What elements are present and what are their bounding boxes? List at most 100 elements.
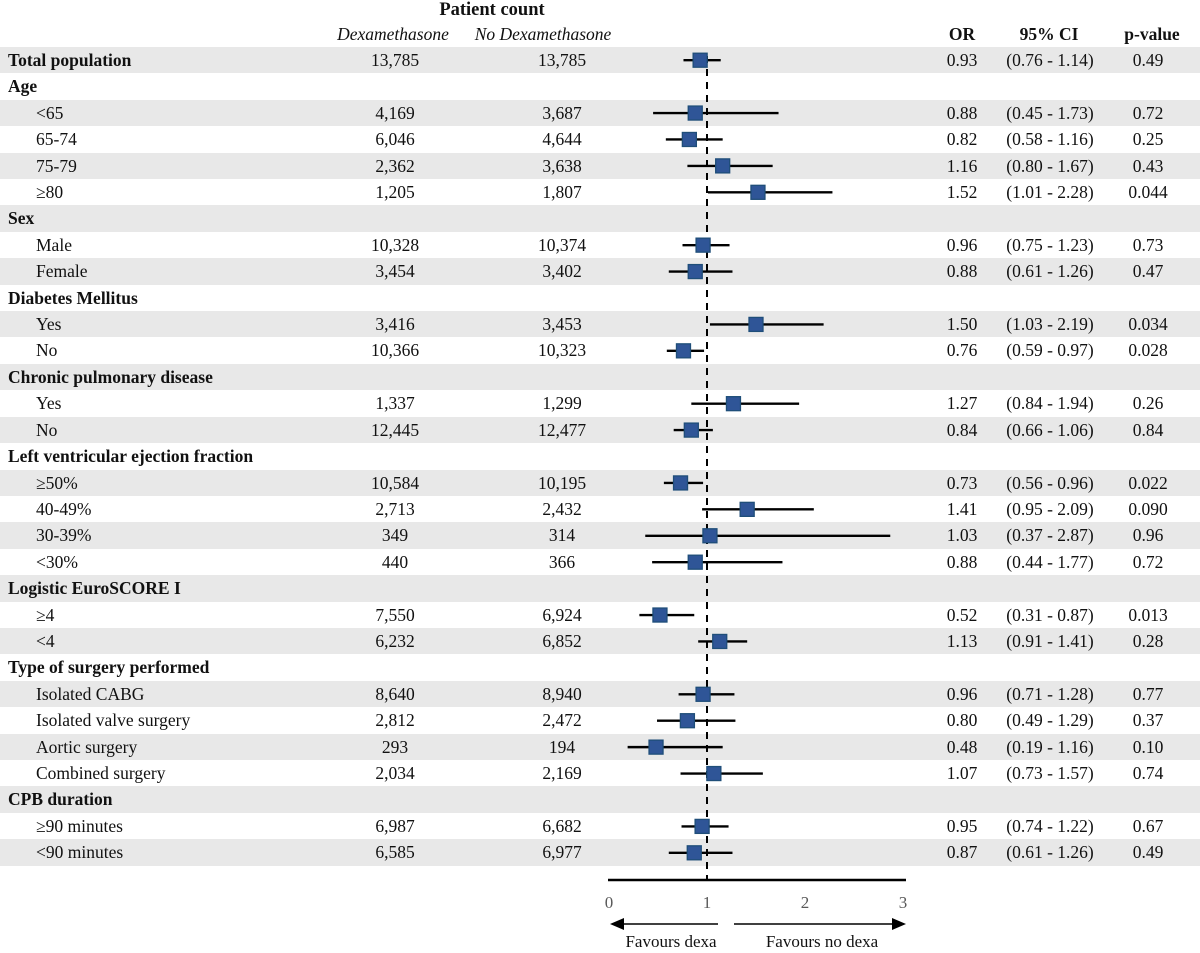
- nodexa-count: 10,374: [537, 234, 587, 255]
- row-label: <4: [36, 630, 55, 651]
- p-value: 0.72: [1132, 102, 1164, 123]
- subgroup-row: Yes 1,337 1,299 1.27 (0.84 - 1.94) 0.26: [0, 390, 1200, 416]
- dexa-count: 1,337: [375, 393, 415, 414]
- p-value: 0.28: [1132, 630, 1164, 651]
- ci-value: (0.75 - 1.23): [1006, 234, 1094, 255]
- or-value: 1.41: [946, 498, 978, 519]
- row-label: ≥50%: [36, 472, 78, 493]
- nodexa-count: 6,977: [542, 842, 582, 863]
- ci-value: (0.84 - 1.94): [1006, 393, 1094, 414]
- dexa-count: 10,328: [370, 234, 420, 255]
- subgroup-row: <30% 440 366 0.88 (0.44 - 1.77) 0.72: [0, 549, 1200, 575]
- p-value: 0.72: [1132, 551, 1164, 572]
- group-header-row: Type of surgery performed: [0, 654, 1200, 680]
- subgroup-row: <90 minutes 6,585 6,977 0.87 (0.61 - 1.26) 0.…: [0, 839, 1200, 866]
- row-label: Aortic surgery: [36, 736, 138, 757]
- favours-dexa-label: Favours dexa: [625, 932, 717, 951]
- ci-value: (0.49 - 1.29): [1006, 710, 1094, 731]
- row-label: Diabetes Mellitus: [8, 287, 138, 308]
- subgroup-row: Combined surgery 2,034 2,169 1.07 (0.73 - 1.…: [0, 760, 1200, 786]
- dexa-count: 2,362: [375, 155, 415, 176]
- or-value: 0.96: [946, 234, 978, 255]
- subgroup-row: ≥90 minutes 6,987 6,682 0.95 (0.74 - 1.22) 0.…: [0, 813, 1200, 839]
- subgroup-row: Yes 3,416 3,453 1.50 (1.03 - 2.19) 0.034: [0, 311, 1200, 338]
- nodexa-count: 10,195: [537, 472, 587, 493]
- or-value: 0.95: [946, 815, 978, 836]
- axis-tick-label: 1: [703, 893, 712, 912]
- p-value: 0.26: [1132, 393, 1164, 414]
- ci-value: (0.91 - 1.41): [1006, 630, 1094, 651]
- p-value: 0.73: [1132, 234, 1164, 255]
- row-label: ≥80: [36, 182, 64, 203]
- dexa-count: 6,987: [375, 815, 415, 836]
- row-label: ≥90 minutes: [36, 815, 123, 836]
- ci-column-header: 95% CI: [1019, 24, 1079, 44]
- ci-value: (0.44 - 1.77): [1006, 551, 1094, 572]
- ci-value: (0.61 - 1.26): [1006, 842, 1094, 863]
- subgroup-row: Isolated CABG 8,640 8,940 0.96 (0.71 - 1.28)…: [0, 680, 1200, 708]
- or-value: 1.16: [946, 155, 978, 176]
- nodexa-count: 3,402: [542, 261, 582, 282]
- ci-value: (0.56 - 0.96): [1006, 472, 1094, 493]
- nodexa-count: 366: [548, 551, 576, 572]
- dexa-count: 10,366: [370, 340, 420, 361]
- p-value: 0.74: [1132, 762, 1164, 783]
- nodexa-count: 10,323: [537, 340, 587, 361]
- nodexa-count: 6,682: [542, 815, 582, 836]
- p-value: 0.37: [1132, 710, 1164, 731]
- or-value: 0.88: [946, 102, 978, 123]
- row-label: 75-79: [36, 155, 77, 176]
- dexamethasone-column-header: Dexamethasone: [337, 24, 449, 44]
- subgroup-row: <65 4,169 3,687 0.88 (0.45 - 1.73) 0.72: [0, 99, 1200, 127]
- pvalue-column-header: p-value: [1124, 24, 1180, 44]
- row-label: Isolated CABG: [36, 683, 145, 704]
- p-value: 0.090: [1128, 498, 1168, 519]
- no-dexamethasone-column-header: No Dexamethasone: [474, 24, 612, 44]
- dexa-count: 4,169: [375, 102, 415, 123]
- group-header-row: CPB duration: [0, 786, 1200, 813]
- group-header-row: Left ventricular ejection fraction: [0, 443, 1200, 469]
- subgroup-row: 30-39% 349 314 1.03 (0.37 - 2.87) 0.96: [0, 522, 1200, 549]
- right-arrowhead-icon: [892, 918, 906, 930]
- dexa-count: 1,205: [375, 182, 415, 203]
- row-label: Combined surgery: [36, 762, 166, 783]
- or-column-header: OR: [948, 24, 976, 44]
- or-value: 0.88: [946, 261, 978, 282]
- row-label: Male: [36, 234, 72, 255]
- group-header-row: Chronic pulmonary disease: [0, 363, 1200, 391]
- ci-value: (0.71 - 1.28): [1006, 683, 1094, 704]
- or-value: 0.88: [946, 551, 978, 572]
- ci-value: (0.73 - 1.57): [1006, 762, 1094, 783]
- dexa-count: 6,585: [375, 842, 415, 863]
- row-label: Logistic EuroSCORE I: [8, 578, 181, 599]
- subgroup-table: Total population 13,785 13,785 0.93 (0.76 - …: [0, 47, 1200, 866]
- or-value: 0.80: [946, 710, 978, 731]
- p-value: 0.044: [1128, 182, 1168, 203]
- p-value: 0.67: [1132, 815, 1164, 836]
- nodexa-count: 12,477: [537, 419, 587, 440]
- or-value: 1.50: [946, 314, 978, 335]
- nodexa-count: 2,432: [542, 498, 582, 519]
- ci-value: (0.19 - 1.16): [1006, 736, 1094, 757]
- dexa-count: 293: [381, 736, 409, 757]
- favours-no-dexa-label: Favours no dexa: [766, 932, 879, 951]
- ci-value: (0.95 - 2.09): [1006, 498, 1094, 519]
- ci-value: (0.80 - 1.67): [1006, 155, 1094, 176]
- ci-value: (0.61 - 1.26): [1006, 261, 1094, 282]
- row-label: Yes: [36, 314, 62, 335]
- or-value: 1.13: [946, 630, 978, 651]
- row-label: ≥4: [36, 604, 55, 625]
- ci-value: (0.76 - 1.14): [1006, 50, 1094, 70]
- row-label: Isolated valve surgery: [36, 710, 191, 731]
- dexa-count: 10,584: [370, 472, 420, 493]
- row-label: Total population: [8, 50, 132, 70]
- row-label: No: [36, 340, 58, 361]
- dexa-count: 6,232: [375, 630, 415, 651]
- or-value: 0.76: [946, 340, 978, 361]
- ci-value: (0.37 - 2.87): [1006, 525, 1094, 546]
- subgroup-row: 65-74 6,046 4,644 0.82 (0.58 - 1.16) 0.25: [0, 126, 1200, 152]
- row-label: Sex: [8, 208, 35, 229]
- group-header-row: Diabetes Mellitus: [0, 285, 1200, 311]
- nodexa-count: 13,785: [537, 50, 587, 70]
